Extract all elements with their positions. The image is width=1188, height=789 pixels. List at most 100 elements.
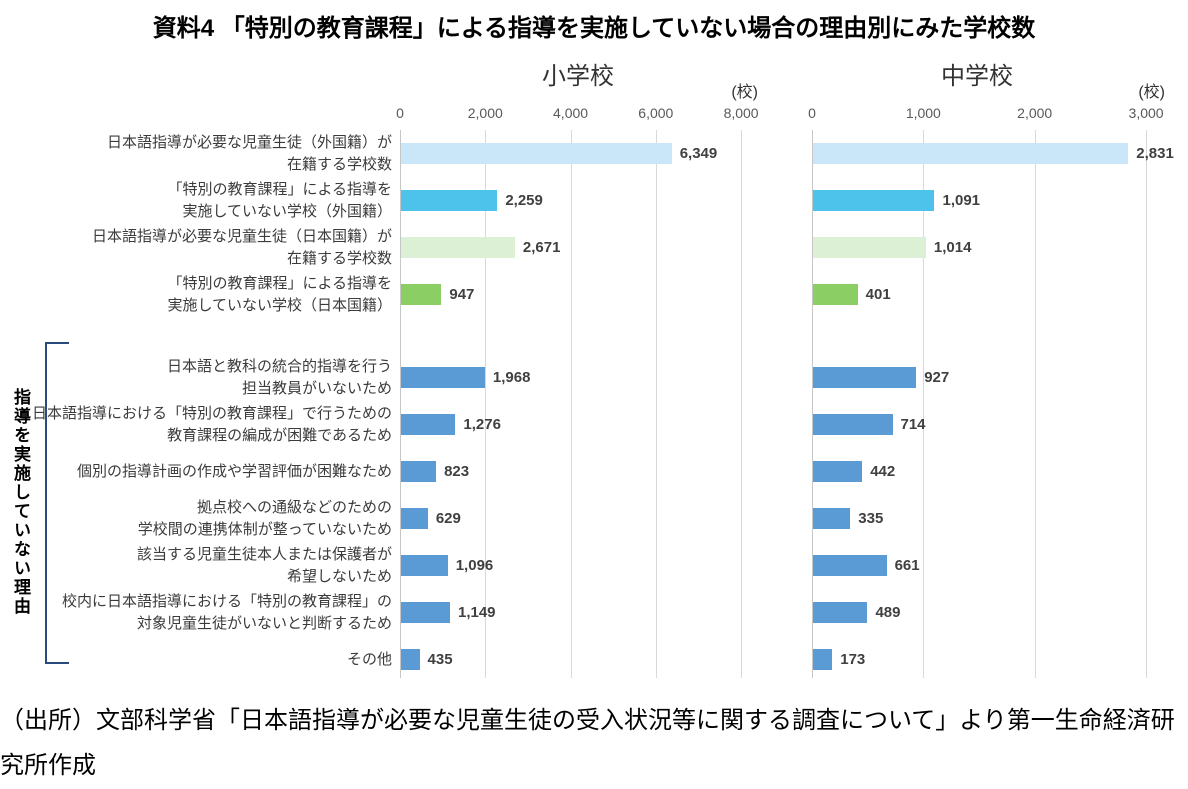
- bar: [813, 461, 863, 482]
- bar-value-label: 714: [900, 416, 926, 433]
- gridline: [923, 130, 925, 678]
- bar-value-label: 1,276: [463, 416, 501, 433]
- axis-tick-label: 3,000: [1128, 105, 1164, 121]
- category-label: 「特別の教育課程」による指導を 実施していない学校（日本国籍）: [0, 271, 392, 318]
- axis-tick-label: 1,000: [905, 105, 941, 121]
- bar: [401, 143, 672, 164]
- bar: [401, 414, 456, 435]
- bar: [813, 367, 917, 388]
- bar: [813, 555, 887, 576]
- category-label-line: 担当教員がいないため: [241, 379, 392, 397]
- category-label: 日本語と教科の統合的指導を行う担当教員がいないため: [0, 354, 392, 401]
- gridline: [741, 130, 743, 678]
- category-label-line: 対象児童生徒がいないと判断するため: [136, 614, 392, 632]
- category-label: 校内に日本語指導における「特別の教育課程」の対象児童生徒がいないと判断するため: [0, 589, 392, 636]
- bar: [401, 367, 485, 388]
- category-label-line: 日本語指導における「特別の教育課程」で行うための: [31, 404, 392, 422]
- category-label-line: 個別の指導計画の作成や学習評価が困難なため: [76, 462, 392, 480]
- category-label: 個別の指導計画の作成や学習評価が困難なため: [0, 448, 392, 495]
- category-label-line: 学校間の連携体制が整っていないため: [137, 520, 392, 538]
- category-label-line: 在籍する学校数: [286, 155, 392, 173]
- reasons-group-bracket: [45, 342, 69, 664]
- bar: [401, 237, 515, 258]
- left-chart-title: 小学校: [542, 63, 614, 90]
- gridline: [570, 130, 572, 678]
- axis-tick-label: 2,000: [1017, 105, 1053, 121]
- category-label-line: 日本語指導が必要な児童生徒（日本国籍）が: [91, 227, 392, 245]
- axis-tick-label: 0: [808, 105, 816, 121]
- category-label-line: その他: [346, 650, 392, 668]
- category-label-line: 日本語と教科の統合的指導を行う: [166, 357, 392, 375]
- bar: [813, 237, 926, 258]
- bar-value-label: 2,259: [505, 192, 543, 209]
- category-label: 日本語指導が必要な児童生徒（日本国籍）が在籍する学校数: [0, 224, 392, 271]
- page-title: 資料4 「特別の教育課程」による指導を実施していない場合の理由別にみた学校数: [152, 15, 1036, 42]
- bar: [813, 649, 833, 670]
- category-label: 「特別の教育課程」による指導を実施していない学校（外国籍）: [0, 177, 392, 224]
- gridline: [485, 130, 487, 678]
- reasons-group-label: 指導を実施していない理由: [11, 388, 30, 616]
- bar-value-label: 1,096: [455, 557, 494, 574]
- category-label-line: 在籍する学校数: [286, 249, 392, 267]
- category-label: 日本語指導における「特別の教育課程」で行うための 教育課程の編成が困難であるため: [0, 401, 392, 448]
- gridline: [400, 130, 401, 678]
- bar: [401, 284, 442, 305]
- axis-tick-label: 2,000: [467, 105, 503, 121]
- category-label: その他: [0, 636, 392, 683]
- category-label-line: 日本語指導が必要な児童生徒（外国籍）が: [106, 133, 392, 151]
- bar: [401, 649, 420, 670]
- bar: [813, 143, 1129, 164]
- bar-value-label: 629: [435, 510, 461, 527]
- bar-value-label: 442: [870, 463, 896, 480]
- bar: [813, 602, 868, 623]
- category-label-line: 拠点校への通級などのための: [196, 498, 392, 516]
- axis-tick-label: 8,000: [723, 105, 759, 121]
- bar-value-label: 2,831: [1136, 145, 1174, 162]
- bar-value-label: 335: [858, 510, 884, 527]
- bar-value-label: 489: [875, 604, 901, 621]
- category-label-line: 校内に日本語指導における「特別の教育課程」の: [61, 592, 392, 610]
- bar: [401, 508, 428, 529]
- bar-value-label: 1,968: [492, 369, 531, 386]
- bar-value-label: 173: [840, 651, 866, 668]
- bar-value-label: 435: [427, 651, 453, 668]
- gridline: [1146, 130, 1148, 678]
- gridline: [812, 130, 813, 678]
- right-chart-title: 中学校: [941, 63, 1013, 90]
- gridline: [655, 130, 657, 678]
- bar: [401, 190, 498, 211]
- left-chart-unit-label: (校): [731, 84, 758, 101]
- axis-tick-label: 4,000: [553, 105, 589, 121]
- category-label: 拠点校への通級などのための学校間の連携体制が整っていないため: [0, 495, 392, 542]
- bar: [813, 508, 851, 529]
- bar-value-label: 927: [924, 369, 950, 386]
- bar: [401, 461, 437, 482]
- bar: [401, 602, 450, 623]
- bar-value-label: 401: [865, 286, 891, 303]
- axis-tick-label: 0: [396, 105, 404, 121]
- bar-value-label: 1,091: [942, 192, 981, 209]
- category-label-line: 「特別の教育課程」による指導を: [167, 274, 392, 292]
- bar: [813, 414, 893, 435]
- bar-value-label: 947: [449, 286, 475, 303]
- right-chart-unit-label: (校): [1138, 84, 1165, 101]
- category-label-line: 該当する児童生徒本人または保護者が: [136, 545, 392, 563]
- bar-value-label: 2,671: [522, 239, 561, 256]
- gridline: [1034, 130, 1036, 678]
- bar-value-label: 823: [444, 463, 470, 480]
- bar-value-label: 661: [894, 557, 920, 574]
- category-label-line: 希望しないため: [286, 567, 392, 585]
- axis-tick-label: 6,000: [638, 105, 674, 121]
- bar: [813, 284, 858, 305]
- source-note: （出所）文部科学省「日本語指導が必要な児童生徒の受入状況等に関する調査について」…: [0, 707, 1175, 779]
- category-label-line: 「特別の教育課程」による指導を: [167, 180, 392, 198]
- category-label: 日本語指導が必要な児童生徒（外国籍）が在籍する学校数: [0, 130, 392, 177]
- bar-value-label: 1,014: [933, 239, 972, 256]
- bar: [401, 555, 448, 576]
- bar-value-label: 6,349: [679, 145, 718, 162]
- category-label-line: 実施していない学校（日本国籍）: [167, 296, 392, 314]
- category-label-line: 実施していない学校（外国籍）: [182, 202, 392, 220]
- bar: [813, 190, 935, 211]
